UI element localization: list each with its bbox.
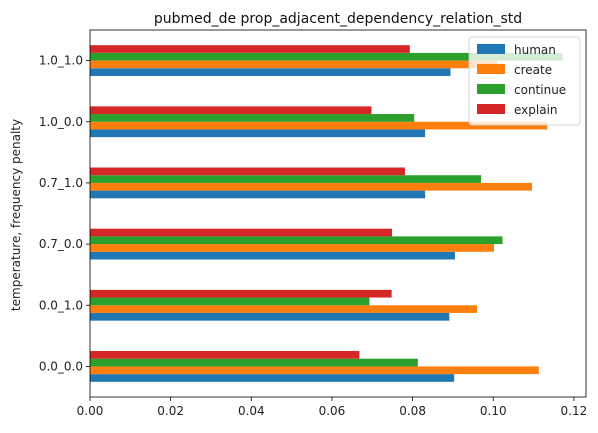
- y-tick-label: 0.7_1.0: [39, 176, 83, 190]
- legend-label-explain: explain: [514, 103, 558, 117]
- bar-explain-0.7_1.0: [90, 167, 405, 176]
- bar-create-1.0_0.0: [90, 121, 548, 130]
- legend-swatch-continue: [477, 84, 505, 94]
- bar-human-1.0_1.0: [90, 68, 451, 76]
- x-tick-label: 0.12: [561, 404, 588, 418]
- bar-explain-0.7_0.0: [90, 228, 393, 237]
- bar-continue-0.7_0.0: [90, 236, 503, 245]
- y-axis-title: temperature, frequency penalty: [9, 119, 23, 311]
- plot-area: 0.00 0.02 0.04 0.06 0.08 0.10 0.12 0.0_0.0 0.0_1…: [39, 29, 588, 418]
- bar-continue-0.0_0.0: [90, 358, 418, 367]
- bar-create-0.7_1.0: [90, 182, 532, 191]
- bar-human-0.7_0.0: [90, 251, 455, 260]
- legend-label-create: create: [514, 63, 552, 77]
- y-tick-label: 0.7_0.0: [39, 237, 83, 251]
- bar-human-0.7_1.0: [90, 190, 426, 199]
- legend-swatch-explain: [477, 104, 505, 114]
- bar-explain-1.0_0.0: [90, 106, 372, 115]
- bar-continue-0.0_1.0: [90, 297, 370, 306]
- bar-explain-1.0_1.0: [90, 45, 410, 53]
- bar-explain-0.0_1.0: [90, 289, 392, 298]
- bar-create-1.0_1.0: [90, 60, 498, 69]
- x-tick-label: 0.02: [157, 404, 184, 418]
- legend-label-continue: continue: [514, 83, 566, 97]
- y-tick-label: 0.0_1.0: [39, 298, 83, 312]
- legend: human create continue explain: [468, 36, 581, 126]
- x-tick-label: 0.10: [480, 404, 507, 418]
- bar-human-0.0_0.0: [90, 374, 455, 382]
- y-tick-label: 0.0_0.0: [39, 359, 83, 373]
- bar-create-0.0_0.0: [90, 366, 539, 375]
- bar-human-1.0_0.0: [90, 129, 426, 138]
- plot-frame: [89, 29, 587, 398]
- bar-continue-0.7_1.0: [90, 175, 482, 183]
- legend-box: [468, 36, 581, 126]
- y-tick-label: 1.0_1.0: [39, 54, 83, 68]
- x-tick-label: 0.06: [319, 404, 346, 418]
- bar-continue-1.0_1.0: [90, 52, 563, 61]
- bar-explain-0.0_0.0: [90, 351, 360, 359]
- bar-create-0.7_0.0: [90, 244, 495, 252]
- bar-human-0.0_1.0: [90, 312, 450, 321]
- bar-create-0.0_1.0: [90, 305, 478, 313]
- x-tick-label: 0.08: [399, 404, 426, 418]
- x-tick-label: 0.04: [238, 404, 265, 418]
- y-tick-label: 1.0_0.0: [39, 115, 83, 129]
- legend-label-human: human: [514, 43, 556, 57]
- x-tick-label: 0.00: [77, 404, 104, 418]
- bar-continue-1.0_0.0: [90, 114, 415, 122]
- legend-swatch-create: [477, 64, 505, 74]
- legend-swatch-human: [477, 44, 505, 54]
- chart-title: pubmed_de prop_adjacent_dependency_relat…: [154, 11, 522, 27]
